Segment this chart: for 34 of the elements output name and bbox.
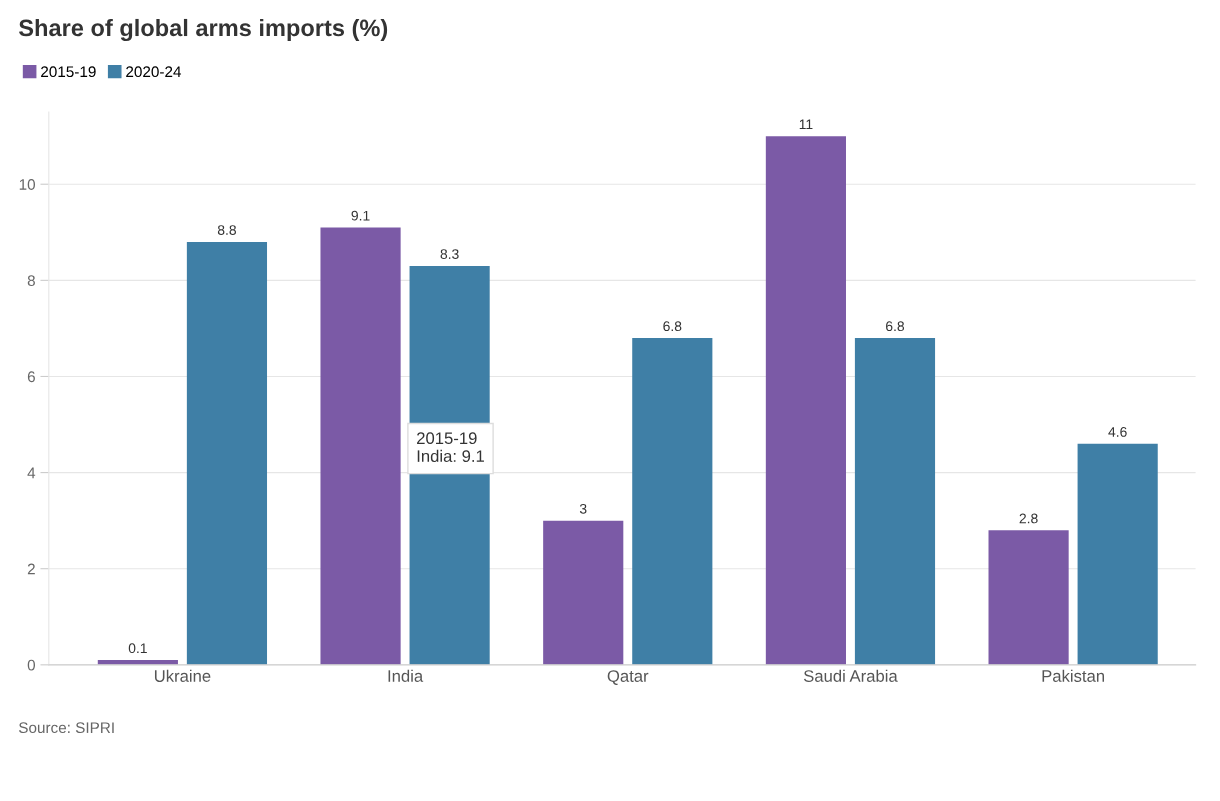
y-tick-label: 10 — [19, 179, 36, 190]
data-label: 4.6 — [1108, 427, 1127, 437]
x-tick-label: Saudi Arabia — [803, 669, 898, 682]
x-tick-label: India — [388, 669, 424, 682]
data-label: 6.8 — [663, 321, 682, 332]
data-label: 6.8 — [886, 321, 905, 332]
chart-title: Share of global arms imports (%) — [18, 18, 388, 42]
bar — [1077, 443, 1158, 665]
data-label: 9.1 — [351, 210, 370, 221]
data-label: 0.1 — [128, 643, 147, 654]
bar — [854, 338, 936, 665]
legend-label: 2020-24 — [126, 66, 182, 78]
bar — [988, 530, 1069, 665]
data-label: 8.3 — [440, 249, 459, 260]
data-label: 11 — [799, 119, 813, 130]
annotation: 2015-19 India: 9.1 — [417, 432, 484, 463]
bar — [765, 136, 846, 665]
y-tick-label: 8 — [27, 275, 35, 287]
x-tick-label: Ukraine — [154, 669, 211, 682]
data-label: 2.8 — [1019, 513, 1038, 524]
x-tick-label: Pakistan — [1042, 669, 1105, 682]
bar — [632, 338, 713, 665]
bar — [320, 227, 401, 665]
y-tick-label: 0 — [27, 659, 36, 671]
x-tick-label: Qatar — [607, 670, 649, 685]
data-label: 8.8 — [217, 225, 236, 235]
data-label: 3 — [579, 503, 587, 514]
bar — [186, 241, 268, 665]
y-tick-label: 4 — [27, 467, 36, 479]
bar — [543, 520, 624, 665]
y-tick-label: 6 — [27, 371, 35, 383]
legend-label: 2015-19 — [41, 66, 96, 78]
y-tick-label: 2 — [27, 563, 35, 575]
source-note: Source: SIPRI — [18, 722, 114, 734]
